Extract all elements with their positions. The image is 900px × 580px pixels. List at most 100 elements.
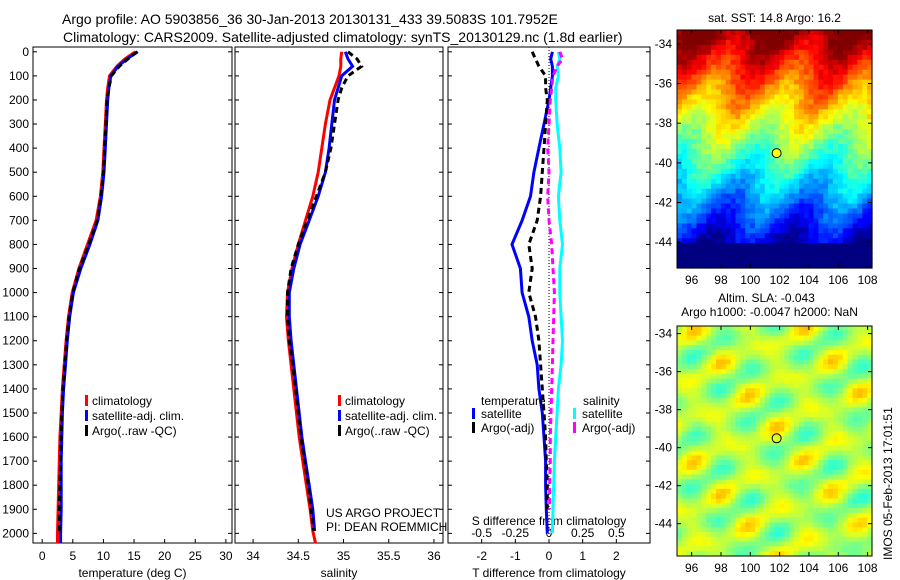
legend-label: satellite-adj. clim. [92,409,184,423]
legend-label: satellite [481,407,522,421]
x-tick-label: -1 [510,549,521,563]
x-axis-label: temperature (deg C) [78,566,186,580]
y-tick-label: 1400 [2,382,29,396]
lat-tick-label: -40 [655,441,673,455]
lon-tick-label: 98 [714,273,728,287]
y-tick-label: 200 [9,93,29,107]
legend-label: Argo(-adj) [481,421,534,435]
x-tick-label: 36 [427,549,441,563]
series-line-argo-raw-qc- [286,50,364,532]
y-tick-label: 300 [9,117,29,131]
panel-temperature: 0100200300400500600700800900100011001200… [2,45,233,580]
lon-tick-label: 106 [828,561,848,575]
legend-swatch [85,425,88,436]
panel-salinity: 34 34.5 35 35.5 36 salinity climatologysatelli… [234,46,444,580]
y-tick-label: 1300 [2,358,29,372]
legend-swatch [338,395,341,406]
x-tick-label: 30 [219,549,233,563]
credits-line2: PI: DEAN ROEMMICH [326,520,447,534]
lon-tick-label: 100 [740,273,760,287]
lat-tick-label: -36 [655,77,673,91]
y-tick-label: 1700 [2,454,29,468]
x-axis-label: T difference from climatology [472,566,626,580]
y-tick-label: 2000 [2,526,29,540]
lon-tick-label: 104 [799,561,819,575]
x-tick-label: 0 [39,549,46,563]
panel-difference: -2 -1 0 1 2 T difference from climatology -0.5… [447,46,651,580]
y-tick-label: 1900 [2,502,29,516]
lat-tick-label: -40 [655,156,673,170]
y-tick-label: 500 [9,165,29,179]
x-tick-label: 34 [246,549,260,563]
y-tick-label: 1100 [3,310,29,324]
legend-swatch [573,422,576,433]
heatmap-cells [677,30,873,269]
lat-tick-label: -34 [655,327,673,341]
lon-tick-label: 106 [828,273,848,287]
lon-tick-label: 104 [799,273,819,287]
y-tick-label: 1600 [2,430,29,444]
legend-title-temperature: temperature [481,394,546,408]
s-tick-label: 0.5 [608,526,625,540]
map-subtitle: Argo h1000: -0.0047 h2000: NaN [681,305,858,319]
lat-tick-label: -42 [655,196,673,210]
map-frame [676,325,873,557]
y-tick-label: 0 [22,45,29,59]
y-tick-label: 1500 [2,406,29,420]
lat-tick-label: -44 [655,235,673,249]
title-line1: Argo profile: AO 5903856_36 30-Jan-2013 … [62,11,558,27]
x-tick-label: -2 [476,549,487,563]
map-title: sat. SST: 14.8 Argo: 16.2 [708,11,841,25]
x-tick-label: 10 [97,549,111,563]
legend-title-salinity: salinity [583,394,620,408]
legend-label: Argo(..raw -QC) [345,424,430,438]
axes-box [32,46,233,544]
map-frame [676,29,873,269]
legend-label: satellite-adj. clim. [345,409,437,423]
lon-tick-label: 96 [685,273,699,287]
legend-label: satellite [582,407,623,421]
credits-line1: US ARGO PROJECT [326,506,441,520]
timestamp-side-text: IMOS 05-Feb-2013 17:01:51 [881,407,895,560]
legend-swatch [85,395,88,406]
y-tick-label: 900 [9,262,29,276]
map-sst-map: -34 -36 -38 -40 -42 -44 96 98 100 102 104 106 108 sat… [655,11,878,287]
legend-label: Argo(-adj) [582,421,635,435]
x-axis-label: salinity [321,566,358,580]
lon-tick-label: 100 [740,561,760,575]
lon-tick-label: 108 [858,273,878,287]
legend-swatch [338,410,341,421]
lon-tick-label: 102 [770,561,790,575]
legend-label: climatology [345,394,405,408]
float-position-marker [771,433,782,444]
s-tick-label: 0.25 [571,526,595,540]
lat-tick-label: -38 [655,403,673,417]
lat-tick-label: -36 [655,365,673,379]
y-tick-label: 100 [9,69,29,83]
s-tick-label: -0.25 [502,526,530,540]
heatmap-cells [677,326,873,557]
y-tick-label: 1800 [2,478,29,492]
lon-tick-label: 98 [714,561,728,575]
lat-tick-label: -38 [655,116,673,130]
series-line-temperature-argo-adj- [527,51,549,510]
series-line-argo-raw-qc- [57,50,139,534]
lat-tick-label: -34 [655,37,673,51]
legend-swatch [472,408,475,419]
y-tick-label: 700 [9,213,29,227]
x-tick-label: 20 [158,549,172,563]
x-tick-label: 5 [69,549,76,563]
x-tick-label: 2 [613,549,620,563]
legend-swatch [573,408,576,419]
x-tick-label: 35.5 [377,549,401,563]
s-tick-label: 0 [546,526,553,540]
x-tick-label: 25 [189,549,203,563]
x-tick-label: 35 [337,549,351,563]
y-tick-label: 800 [9,237,29,251]
x-tick-label: 1 [579,549,586,563]
legend-label: Argo(..raw -QC) [92,424,177,438]
series-line-climatology [284,51,344,544]
map-sla-map: -34 -36 -38 -40 -42 -44 96 98 100 102 104 106 108 Alt… [655,291,878,575]
lon-tick-label: 108 [858,561,878,575]
